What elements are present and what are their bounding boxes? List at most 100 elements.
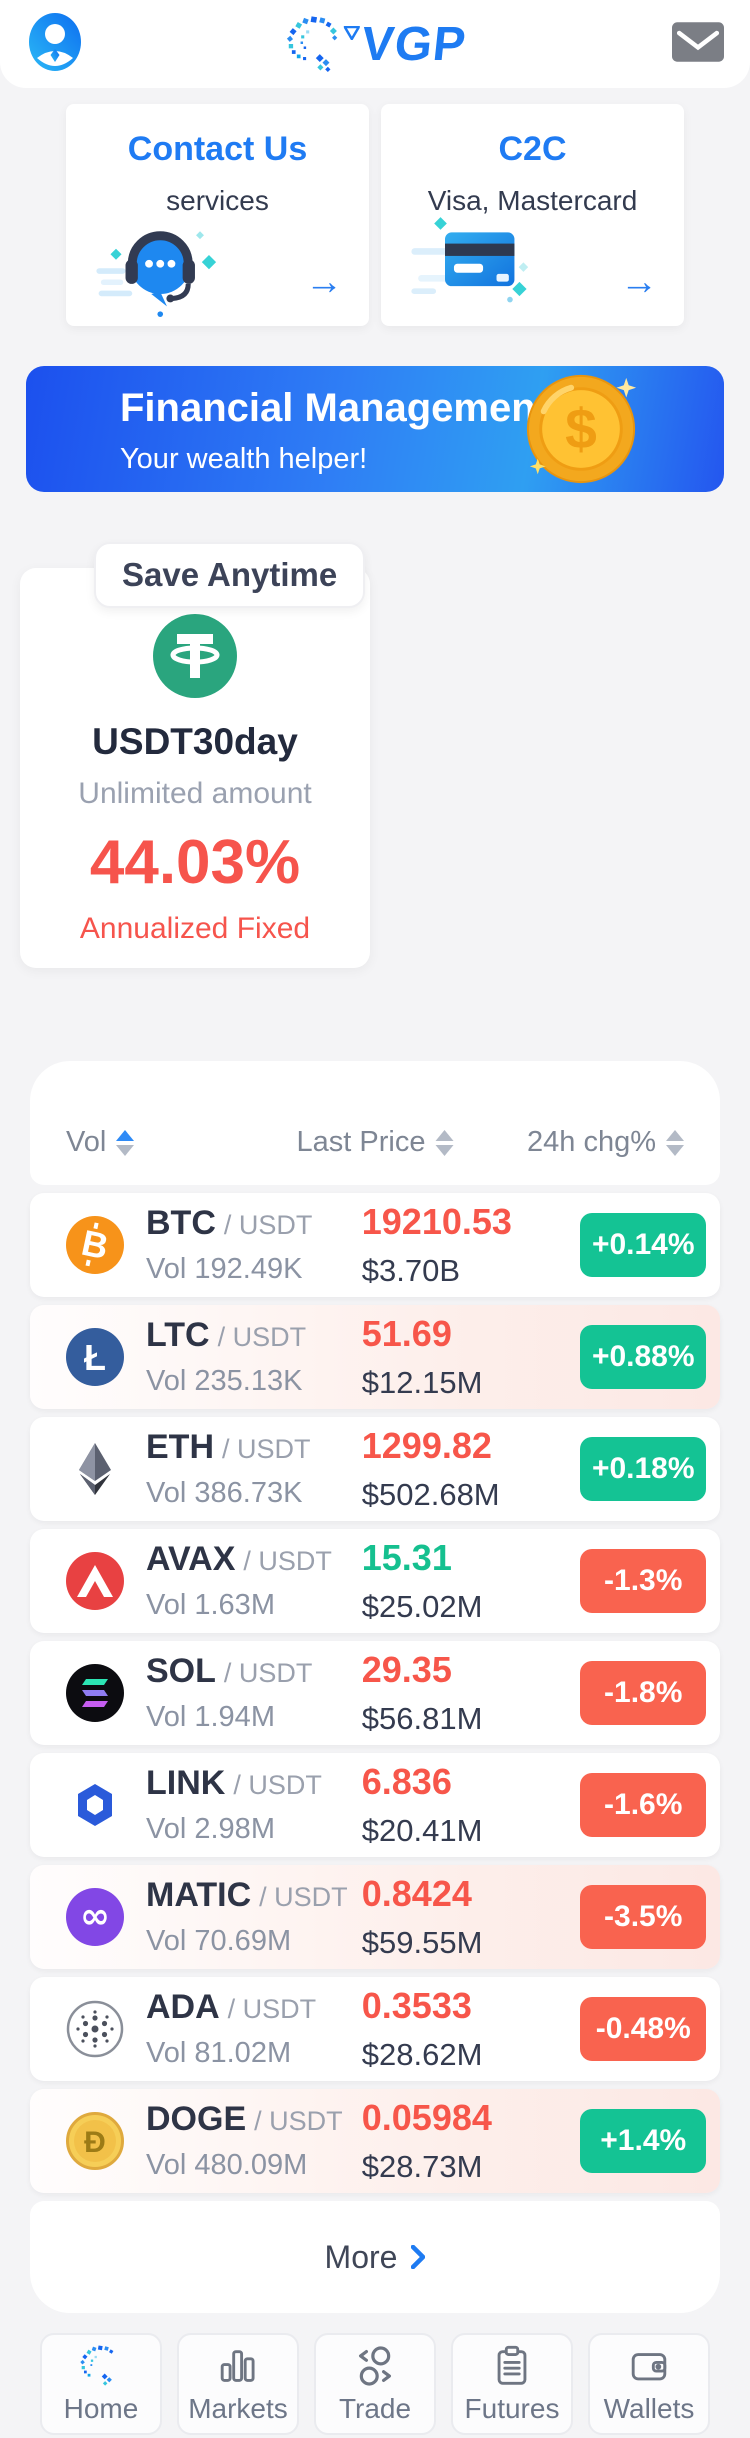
coin-cap: $59.55M bbox=[361, 1925, 483, 1960]
matic-icon: ∞ bbox=[66, 1888, 124, 1946]
c2c-card[interactable]: C2C Visa, Mastercard → bbox=[381, 104, 684, 326]
sort-24h-change[interactable]: 24h chg% bbox=[527, 1126, 684, 1159]
table-row-btc[interactable]: B BTC / USDT Vol 192.49K 19210.53 $3.70B … bbox=[30, 1193, 720, 1297]
more-button[interactable]: More bbox=[30, 2201, 720, 2313]
coin-pair: / USDT bbox=[233, 1770, 322, 1800]
table-row-matic[interactable]: ∞ MATIC / USDT Vol 70.69M 0.8424 $59.55M … bbox=[30, 1865, 720, 1969]
coin-volume: Vol 235.13K bbox=[146, 1365, 303, 1397]
usdt-tether-icon bbox=[153, 614, 237, 698]
nav-item-wallets[interactable]: Wallets bbox=[588, 2333, 710, 2435]
coin-symbol: BTC bbox=[146, 1204, 216, 1242]
coin-volume: Vol 2.98M bbox=[146, 1813, 275, 1845]
change-badge: +0.88% bbox=[580, 1325, 706, 1389]
nav-label-wallets: Wallets bbox=[603, 2393, 695, 2424]
contact-us-subtitle: services bbox=[166, 185, 269, 216]
sort-24h-change-label: 24h chg% bbox=[527, 1126, 656, 1158]
nav-label-markets: Markets bbox=[188, 2393, 288, 2424]
coin-volume: Vol 480.09M bbox=[146, 2149, 308, 2181]
c2c-subtitle: Visa, Mastercard bbox=[427, 185, 638, 216]
messages-button[interactable] bbox=[672, 21, 724, 67]
table-row-ltc[interactable]: Ł LTC / USDT Vol 235.13K 51.69 $12.15M +0… bbox=[30, 1305, 720, 1409]
nav-label-futures: Futures bbox=[464, 2393, 560, 2424]
change-badge: -3.5% bbox=[580, 1885, 706, 1949]
table-row-link[interactable]: LINK / USDT Vol 2.98M 6.836 $20.41M -1.6% bbox=[30, 1753, 720, 1857]
bar-chart-icon bbox=[220, 2350, 255, 2382]
credit-card-icon bbox=[411, 217, 529, 303]
table-row-sol[interactable]: SOL / USDT Vol 1.94M 29.35 $56.81M -1.8% bbox=[30, 1641, 720, 1745]
coin-pair: / USDT bbox=[217, 1322, 307, 1352]
coin-volume: Vol 70.69M bbox=[146, 1925, 292, 1957]
savings-product-name: USDT30day bbox=[92, 721, 298, 762]
nav-item-trade[interactable]: Trade bbox=[314, 2333, 436, 2435]
sort-arrows-icon bbox=[116, 1129, 135, 1156]
market-list: Vol Last Price 24h chg% B BTC / USDT Vol … bbox=[30, 1061, 720, 2313]
avatar[interactable] bbox=[26, 12, 84, 76]
nav-label-trade: Trade bbox=[338, 2393, 412, 2424]
table-row-ada[interactable]: ADA / USDT Vol 81.02M 0.3533 $28.62M -0.4… bbox=[30, 1977, 720, 2081]
vgp-swirl-icon bbox=[286, 16, 338, 73]
contact-us-arrow-icon[interactable]: → bbox=[305, 261, 343, 303]
doge-icon: Ð bbox=[66, 2112, 124, 2170]
coin-volume: Vol 1.63M bbox=[146, 1589, 275, 1621]
coin-symbol: AVAX bbox=[146, 1540, 236, 1578]
svg-text:Ð: Ð bbox=[84, 2126, 106, 2159]
sort-last-price[interactable]: Last Price bbox=[297, 1126, 454, 1159]
coin-price: 51.69 bbox=[361, 1313, 452, 1354]
gold-coin-icon: $ bbox=[526, 374, 637, 484]
coin-price: 15.31 bbox=[361, 1537, 452, 1578]
market-sort-header: Vol Last Price 24h chg% bbox=[30, 1061, 720, 1185]
coin-price: 29.35 bbox=[361, 1649, 452, 1690]
sort-vol[interactable]: Vol bbox=[66, 1126, 135, 1159]
coin-volume: Vol 81.02M bbox=[146, 2037, 292, 2069]
futures-clipboard-icon bbox=[497, 2345, 527, 2385]
table-row-eth[interactable]: ETH / USDT Vol 386.73K 1299.82 $502.68M +… bbox=[30, 1417, 720, 1521]
coin-symbol: ADA bbox=[146, 1988, 220, 2026]
coin-volume: Vol 386.73K bbox=[146, 1477, 303, 1509]
nav-item-futures[interactable]: Futures bbox=[451, 2333, 573, 2435]
app-header: VGP bbox=[0, 0, 750, 88]
contact-us-card[interactable]: Contact Us services → bbox=[66, 104, 369, 326]
coin-pair: / USDT bbox=[223, 1210, 313, 1240]
savings-rate: 44.03% bbox=[89, 828, 301, 897]
change-badge: -1.8% bbox=[580, 1661, 706, 1725]
savings-section: Save Anytime USDT30day Unlimited amount … bbox=[20, 542, 370, 968]
avax-icon bbox=[66, 1552, 124, 1610]
nav-item-markets[interactable]: Markets bbox=[177, 2333, 299, 2435]
svg-text:∞: ∞ bbox=[80, 1896, 110, 1937]
table-row-avax[interactable]: AVAX / USDT Vol 1.63M 15.31 $25.02M -1.3% bbox=[30, 1529, 720, 1633]
coin-volume: Vol 192.49K bbox=[146, 1253, 303, 1285]
savings-rate-label: Annualized Fixed bbox=[79, 912, 311, 945]
svg-text:$: $ bbox=[565, 398, 597, 462]
coin-volume: Vol 1.94M bbox=[146, 1701, 275, 1733]
logo-triangle-icon bbox=[343, 26, 360, 40]
coin-cap: $3.70B bbox=[361, 1253, 461, 1288]
coin-cap: $28.73M bbox=[361, 2149, 483, 2184]
wallet-icon bbox=[631, 2353, 667, 2381]
vgp-logo: VGP bbox=[284, 13, 469, 75]
logo-text: VGP bbox=[359, 17, 469, 71]
sol-icon bbox=[66, 1664, 124, 1722]
c2c-arrow-icon[interactable]: → bbox=[620, 261, 658, 303]
coin-price: 1299.82 bbox=[361, 1425, 492, 1466]
coin-price: 6.836 bbox=[361, 1761, 452, 1802]
coin-cap: $28.62M bbox=[361, 2037, 483, 2072]
ada-icon bbox=[66, 2000, 124, 2058]
save-anytime-tooltip: Save Anytime bbox=[94, 542, 366, 608]
coin-symbol: LTC bbox=[146, 1316, 210, 1354]
savings-product-card[interactable]: USDT30day Unlimited amount 44.03% Annual… bbox=[20, 568, 370, 968]
change-badge: -1.6% bbox=[580, 1773, 706, 1837]
coin-symbol: DOGE bbox=[146, 2100, 247, 2138]
support-chat-icon bbox=[96, 231, 217, 317]
table-row-doge[interactable]: Ð DOGE / USDT Vol 480.09M 0.05984 $28.73M… bbox=[30, 2089, 720, 2193]
coin-pair: / USDT bbox=[254, 2106, 343, 2136]
eth-icon bbox=[79, 1443, 111, 1495]
coin-symbol: MATIC bbox=[146, 1876, 252, 1914]
financial-management-banner[interactable]: Financial Management Your wealth helper!… bbox=[26, 366, 724, 492]
sort-vol-label: Vol bbox=[66, 1126, 107, 1158]
coin-pair: / USDT bbox=[243, 1546, 332, 1576]
change-badge: +1.4% bbox=[580, 2109, 706, 2173]
coin-cap: $56.81M bbox=[361, 1701, 483, 1736]
coin-price: 0.3533 bbox=[361, 1985, 472, 2026]
more-label: More bbox=[324, 2238, 398, 2275]
nav-item-home[interactable]: Home bbox=[40, 2333, 162, 2435]
